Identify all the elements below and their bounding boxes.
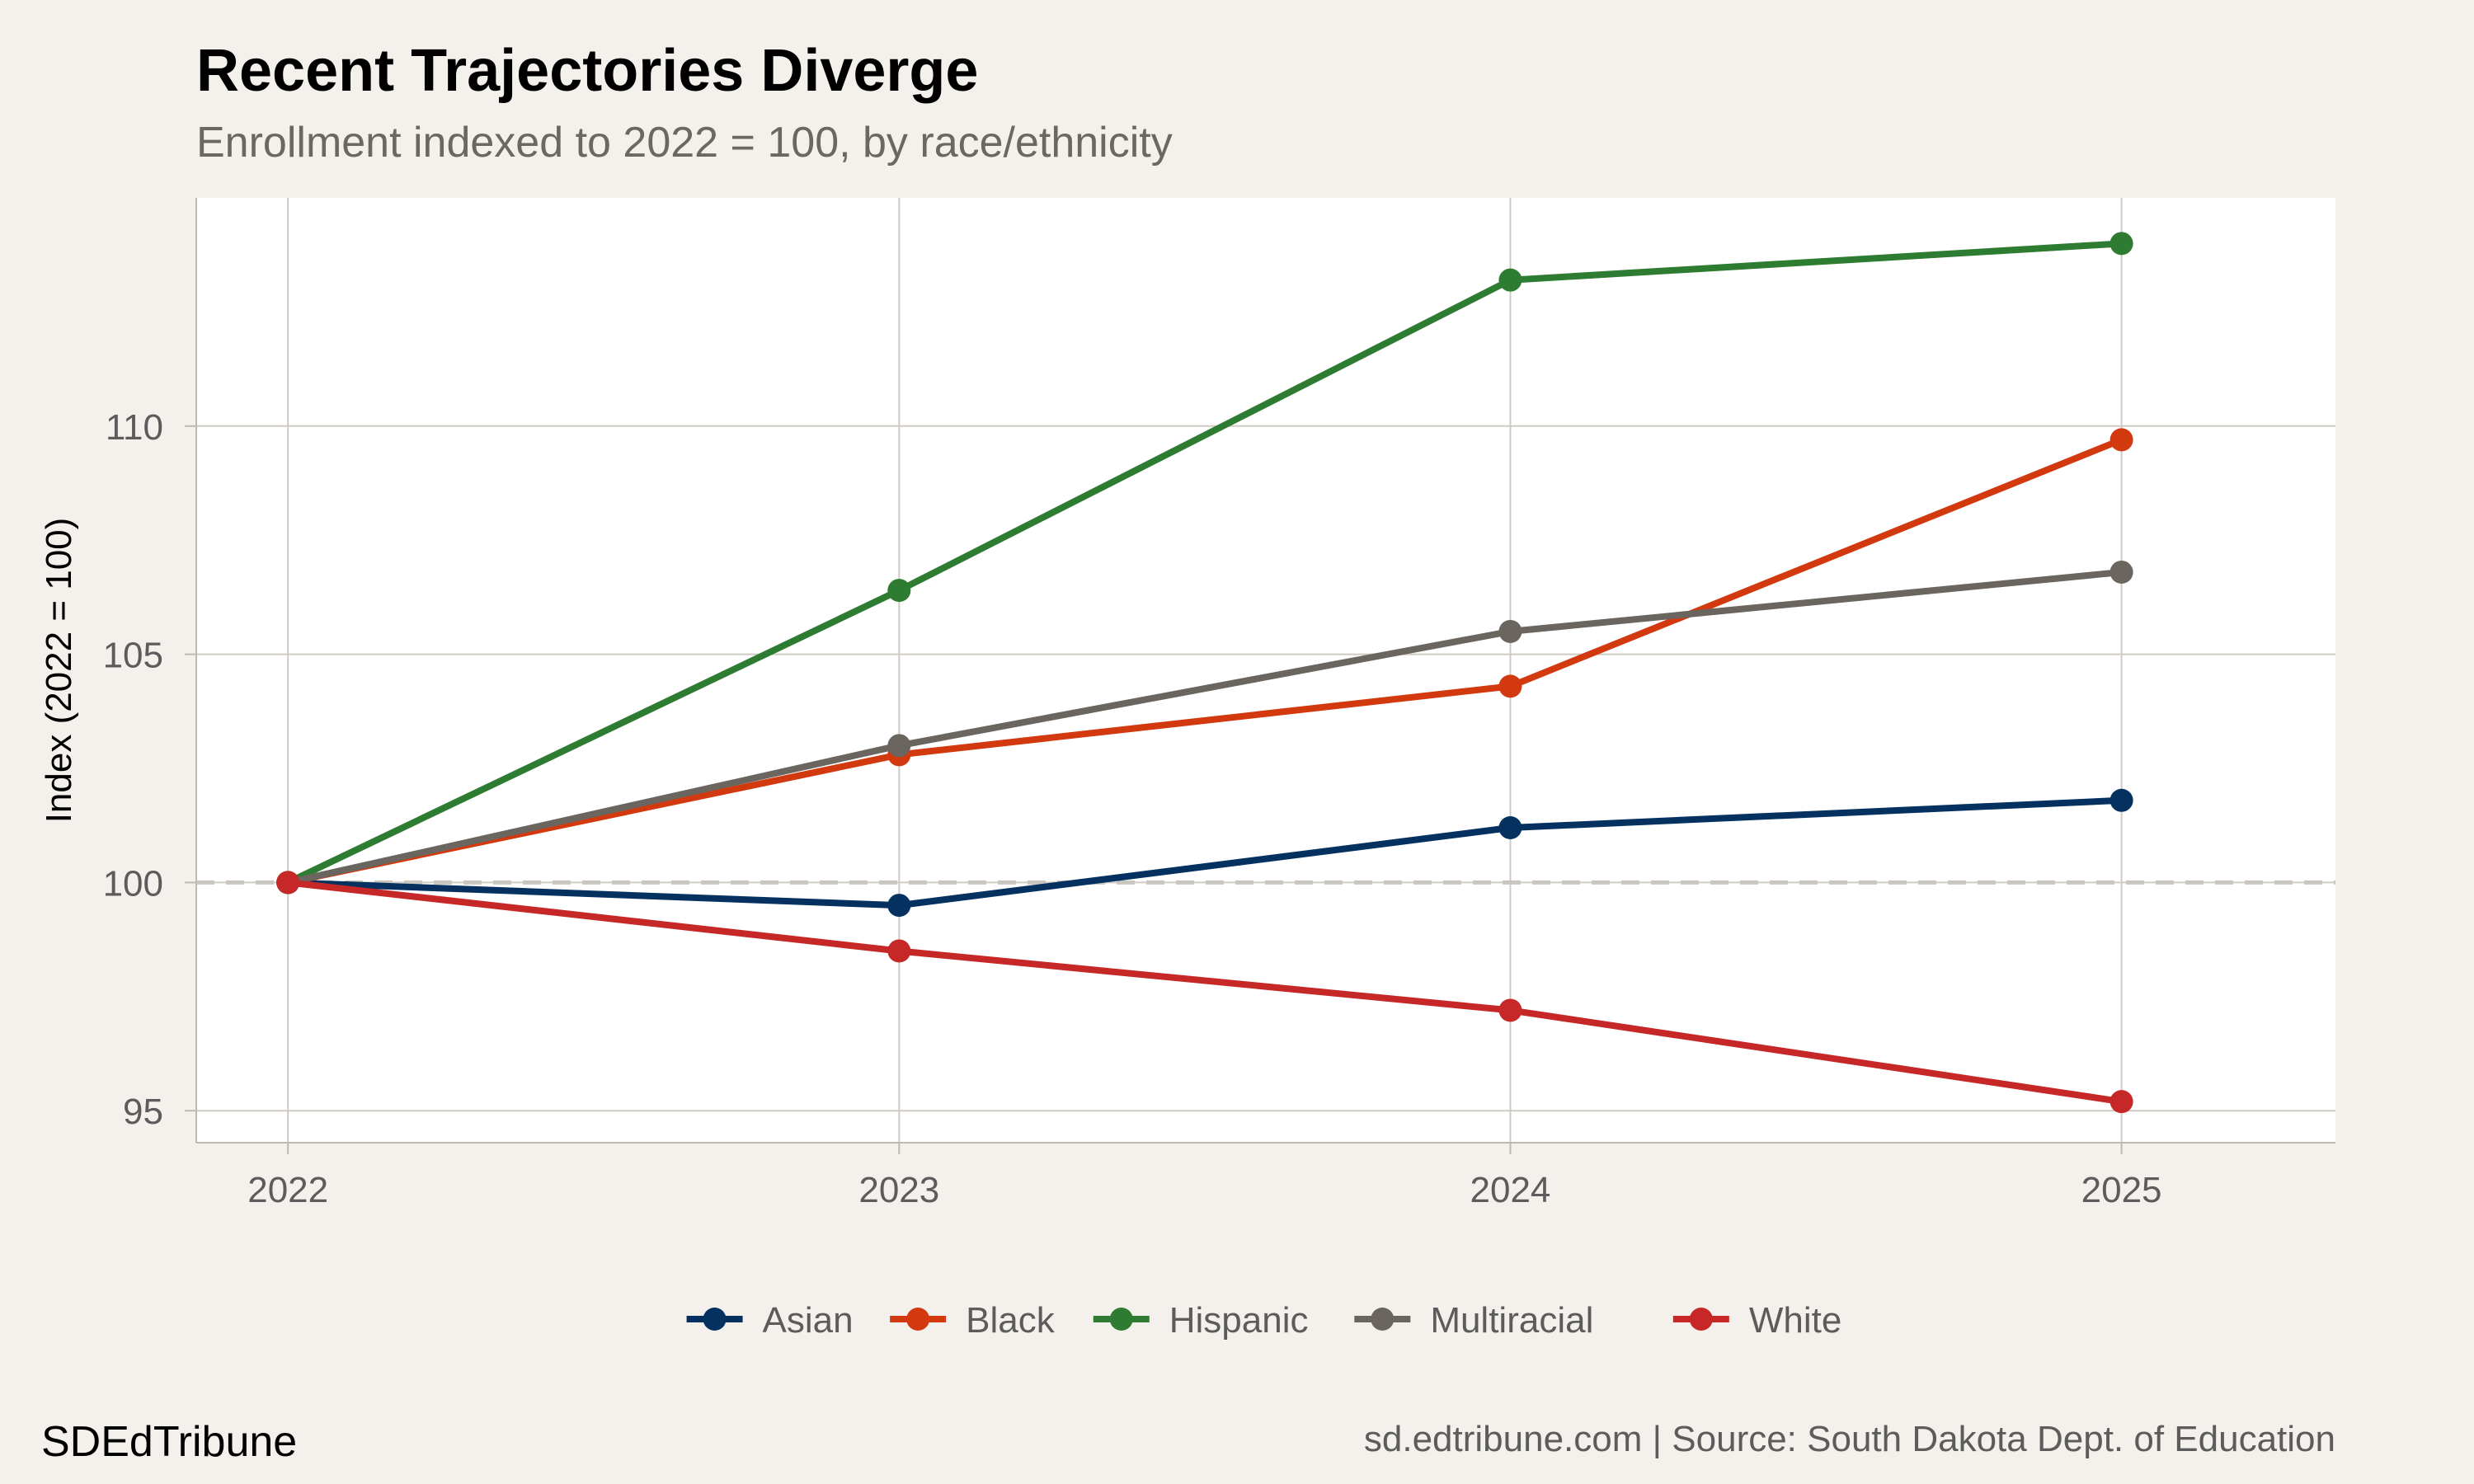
y-tick-label-95: 95: [123, 1092, 163, 1132]
legend-label-asian: Asian: [763, 1300, 854, 1341]
source-caption: sd.edtribune.com | Source: South Dakota …: [1364, 1419, 2335, 1459]
series-line-hispanic: [285, 240, 2125, 886]
legend-item-asian: Asian: [686, 1300, 854, 1341]
series-line-asian: [285, 796, 2125, 909]
x-tick-label-2023: 2023: [858, 1170, 939, 1210]
series-multiracial: [276, 560, 2133, 895]
x-tick-label-2025: 2025: [2081, 1170, 2162, 1210]
series-white: [276, 871, 2133, 1114]
series-line-white: [285, 879, 2125, 1106]
brand-name: SDEdTribune: [41, 1418, 297, 1466]
legend-item-white: White: [1672, 1300, 1841, 1341]
data-point-hispanic-2023: [887, 579, 911, 603]
plot-panel: [196, 198, 2335, 1143]
data-point-asian-2024: [1498, 816, 1522, 839]
legend-label-black: Black: [966, 1300, 1056, 1341]
data-point-white-2025: [2109, 1090, 2133, 1114]
legend-key-point-multiracial: [1371, 1308, 1395, 1331]
legend-item-black: Black: [890, 1300, 1056, 1341]
data-point-white-2022: [276, 871, 300, 895]
legend-key-point-asian: [703, 1308, 727, 1331]
data-point-asian-2025: [2109, 788, 2133, 812]
data-point-multiracial-2023: [887, 734, 911, 758]
legend-key-point-black: [906, 1308, 930, 1331]
legend-label-multiracial: Multiracial: [1430, 1300, 1593, 1341]
legend-key-point-hispanic: [1109, 1308, 1133, 1331]
x-tick-label-2024: 2024: [1470, 1170, 1551, 1210]
y-axis-title: Index (2022 = 100): [39, 518, 79, 824]
y-tick-label-110: 110: [106, 407, 163, 448]
y-tick-label-105: 105: [103, 636, 163, 676]
data-point-black-2025: [2109, 428, 2133, 452]
data-point-white-2023: [887, 939, 911, 963]
axes: [185, 198, 2335, 1154]
data-point-multiracial-2025: [2109, 560, 2133, 584]
x-tick-label-2022: 2022: [247, 1170, 328, 1210]
series-line-multiracial: [285, 569, 2125, 886]
chart-title: Recent Trajectories Diverge: [196, 38, 978, 104]
data-point-hispanic-2024: [1498, 268, 1522, 292]
data-point-hispanic-2025: [2109, 232, 2133, 256]
data-point-multiracial-2024: [1498, 619, 1522, 643]
legend-item-hispanic: Hispanic: [1093, 1300, 1309, 1341]
legend: Asian Black Hispanic Multiracial White: [686, 1300, 1841, 1341]
data-point-black-2024: [1498, 674, 1522, 698]
legend-label-hispanic: Hispanic: [1169, 1300, 1309, 1341]
data-point-asian-2023: [887, 894, 911, 918]
legend-item-multiracial: Multiracial: [1354, 1300, 1593, 1341]
tick-labels: 2022 2023 2024 2025 95 100 105 110: [103, 407, 2162, 1210]
data-point-white-2024: [1498, 998, 1522, 1022]
series-line-black: [285, 436, 2125, 886]
chart-subtitle: Enrollment indexed to 2022 = 100, by rac…: [196, 119, 1173, 167]
y-tick-label-100: 100: [103, 863, 163, 904]
series-lines: [276, 232, 2133, 1114]
legend-label-white: White: [1749, 1300, 1841, 1341]
legend-key-point-white: [1689, 1308, 1713, 1331]
